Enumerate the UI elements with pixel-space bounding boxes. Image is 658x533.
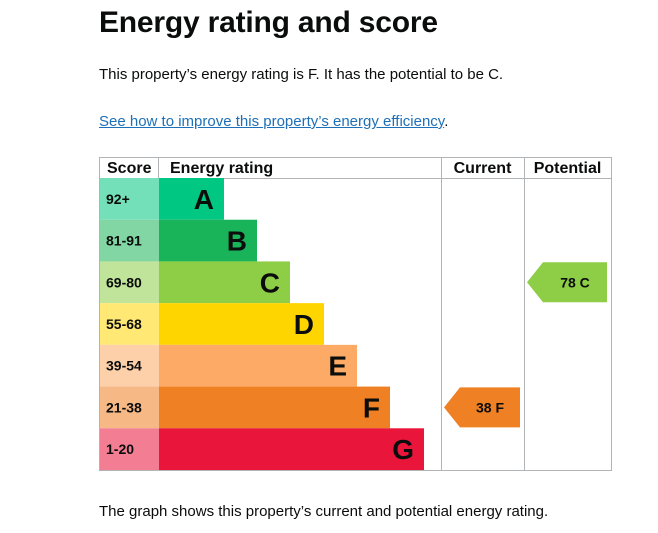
current-rating-arrow (444, 387, 520, 428)
score-cell-c (100, 261, 159, 304)
potential-header: Potential (534, 160, 602, 177)
potential-rating-label: 78 C (560, 274, 590, 290)
potential-rating-arrow (527, 262, 607, 303)
score-cell-e (100, 344, 159, 387)
band-bar-d (159, 303, 324, 345)
score-label-b: 81-91 (106, 233, 142, 249)
score-cell-d (100, 303, 159, 345)
score-label-c: 69-80 (106, 274, 142, 290)
band-letter-a: A (194, 184, 214, 215)
band-bar-g (159, 428, 424, 470)
link-suffix: . (444, 113, 449, 130)
energy-rating-header: Energy rating (170, 160, 273, 177)
current-rating-label: 38 F (476, 399, 504, 415)
improve-energy-efficiency-link[interactable]: See how to improve this property’s energ… (99, 113, 445, 130)
band-letter-f: F (363, 392, 380, 423)
band-bar-e (159, 344, 357, 387)
intro-text: This property’s energy rating is F. It h… (99, 66, 504, 83)
score-label-e: 39-54 (106, 358, 142, 374)
page-title: Energy rating and score (99, 6, 438, 39)
score-cell-b (100, 219, 159, 262)
score-header: Score (107, 160, 152, 177)
improve-link-paragraph: See how to improve this property’s energ… (99, 113, 448, 130)
current-header: Current (454, 160, 512, 177)
band-letter-d: D (294, 309, 314, 340)
score-label-g: 1-20 (106, 441, 134, 457)
band-bar-b (159, 219, 257, 262)
band-bar-a (159, 178, 224, 220)
band-letter-e: E (328, 351, 347, 382)
score-label-f: 21-38 (106, 399, 142, 415)
score-label-a: 92+ (106, 191, 130, 207)
band-bar-c (159, 261, 290, 304)
score-cell-g (100, 428, 159, 470)
score-label-d: 55-68 (106, 316, 142, 332)
band-letter-c: C (260, 267, 280, 298)
score-cell-a (100, 178, 159, 220)
band-letter-b: B (227, 226, 247, 257)
chart-caption: The graph shows this property’s current … (99, 503, 549, 520)
chart-frame (99, 157, 612, 471)
band-bar-f (159, 386, 390, 429)
band-letter-g: G (392, 434, 414, 465)
score-cell-f (100, 386, 159, 429)
